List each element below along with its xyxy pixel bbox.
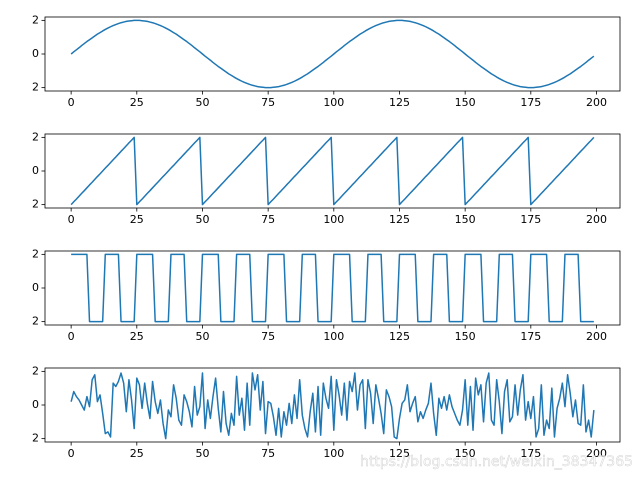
x-tick-label: 150 [455, 96, 476, 109]
y-tick-label: 2 [32, 81, 39, 94]
x-tick-label: 0 [68, 213, 75, 226]
x-tick-label: 125 [389, 96, 410, 109]
x-tick-label: 50 [195, 447, 209, 460]
data-line [70, 372, 595, 440]
x-tick-label: 175 [520, 96, 541, 109]
y-tick-label: 2 [32, 13, 39, 26]
x-tick-label: 125 [389, 330, 410, 343]
x-tick-label: 125 [389, 213, 410, 226]
x-tick-label: 175 [520, 447, 541, 460]
y-tick-label: 0 [32, 281, 39, 294]
watermark: https://blog.csdn.net/weixin_38347365 [360, 454, 633, 470]
y-tick-label: 2 [32, 130, 39, 143]
x-tick-label: 175 [520, 213, 541, 226]
x-tick-label: 150 [455, 213, 476, 226]
x-tick-label: 100 [323, 213, 344, 226]
x-tick-label: 100 [323, 96, 344, 109]
x-tick-label: 25 [130, 96, 144, 109]
x-tick-label: 0 [68, 330, 75, 343]
x-tick-label: 200 [586, 96, 607, 109]
y-tick-label: 2 [32, 315, 39, 328]
x-tick-label: 200 [586, 447, 607, 460]
x-tick-label: 0 [68, 96, 75, 109]
y-tick-label: 0 [32, 164, 39, 177]
data-line [70, 19, 595, 89]
x-tick-label: 75 [261, 330, 275, 343]
y-tick-label: 2 [32, 198, 39, 211]
y-tick-label: 2 [32, 432, 39, 445]
y-tick-label: 2 [32, 247, 39, 260]
x-tick-label: 200 [586, 330, 607, 343]
x-tick-label: 125 [389, 447, 410, 460]
x-tick-label: 50 [195, 213, 209, 226]
x-tick-label: 25 [130, 330, 144, 343]
x-tick-label: 175 [520, 330, 541, 343]
x-tick-label: 25 [130, 213, 144, 226]
y-tick-label: 0 [32, 398, 39, 411]
x-tick-label: 50 [195, 96, 209, 109]
x-tick-label: 75 [261, 213, 275, 226]
x-tick-label: 25 [130, 447, 144, 460]
x-tick-label: 200 [586, 213, 607, 226]
x-tick-label: 100 [323, 330, 344, 343]
x-tick-label: 150 [455, 330, 476, 343]
x-tick-label: 50 [195, 330, 209, 343]
y-tick-label: 0 [32, 47, 39, 60]
y-tick-label: 2 [32, 364, 39, 377]
x-tick-label: 75 [261, 96, 275, 109]
x-tick-label: 100 [323, 447, 344, 460]
data-line [70, 136, 595, 206]
x-tick-label: 150 [455, 447, 476, 460]
data-line [71, 253, 594, 323]
x-tick-label: 75 [261, 447, 275, 460]
x-tick-label: 0 [68, 447, 75, 460]
